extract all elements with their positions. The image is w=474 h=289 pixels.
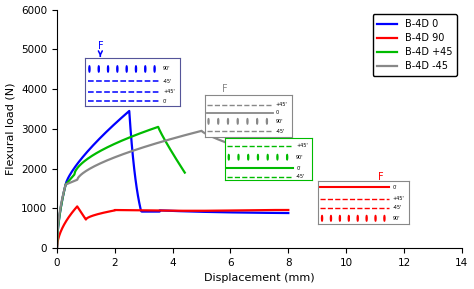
B-4D -45 [199, 129, 204, 133]
B-4D 0 [127, 109, 132, 113]
Line: B-4D 90: B-4D 90 [57, 206, 288, 248]
B-4D 0 [285, 211, 291, 215]
B-4D +45 [155, 125, 161, 129]
Text: F: F [98, 40, 103, 56]
Text: F: F [222, 84, 228, 100]
B-4D 90 [54, 247, 60, 250]
Text: F: F [248, 132, 254, 148]
B-4D 90 [61, 223, 67, 226]
B-4D 0 [175, 209, 181, 213]
B-4D +45 [155, 125, 161, 129]
B-4D 90 [70, 210, 75, 214]
B-4D -45 [198, 129, 203, 133]
B-4D 0 [266, 211, 272, 215]
B-4D 90 [106, 210, 112, 213]
B-4D +45 [98, 149, 103, 153]
B-4D -45 [199, 129, 204, 133]
B-4D +45 [54, 247, 60, 250]
B-4D 0 [269, 211, 275, 215]
B-4D +45 [166, 146, 172, 149]
B-4D 90 [211, 209, 217, 212]
B-4D +45 [63, 183, 68, 186]
B-4D 0 [134, 186, 139, 190]
B-4D -45 [291, 163, 297, 166]
B-4D 90 [74, 205, 80, 208]
B-4D 0 [54, 247, 60, 250]
Y-axis label: Flexural load (N): Flexural load (N) [6, 83, 16, 175]
X-axis label: Displacement (mm): Displacement (mm) [204, 273, 315, 284]
Text: F: F [378, 172, 383, 188]
Legend: B-4D 0, B-4D 90, B-4D +45, B-4D -45: B-4D 0, B-4D 90, B-4D +45, B-4D -45 [373, 14, 457, 76]
B-4D 0 [140, 210, 146, 213]
B-4D 90 [285, 208, 291, 212]
B-4D -45 [240, 147, 246, 150]
B-4D 90 [98, 212, 103, 215]
B-4D 0 [219, 210, 224, 214]
Line: B-4D +45: B-4D +45 [57, 127, 185, 248]
B-4D -45 [54, 247, 60, 250]
B-4D -45 [185, 133, 191, 136]
B-4D +45 [89, 155, 94, 158]
B-4D +45 [182, 171, 188, 174]
B-4D -45 [63, 183, 68, 186]
B-4D 90 [88, 214, 94, 218]
Line: B-4D -45: B-4D -45 [57, 131, 294, 248]
B-4D +45 [143, 130, 148, 133]
B-4D -45 [122, 152, 128, 155]
Line: B-4D 0: B-4D 0 [57, 111, 288, 248]
